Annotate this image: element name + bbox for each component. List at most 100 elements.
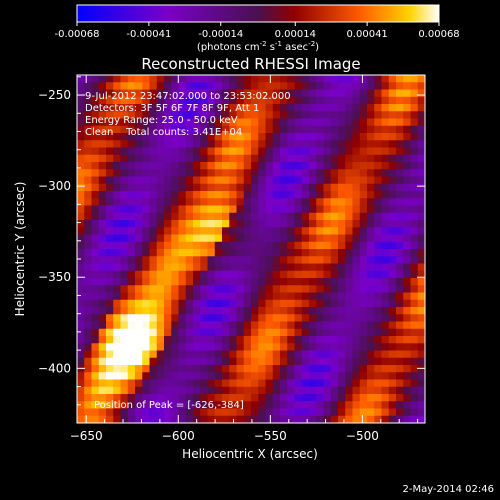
heatmap-cell: [178, 147, 187, 156]
heatmap-cell: [91, 169, 100, 177]
heatmap-cell: [251, 104, 259, 112]
heatmap-cell: [410, 379, 419, 388]
heatmap-cell: [236, 285, 245, 293]
heatmap-cell: [330, 336, 339, 344]
heatmap-cell: [309, 285, 317, 293]
heatmap-cell: [127, 394, 136, 402]
y-tick-label: −250: [38, 88, 71, 102]
heatmap-cell: [200, 357, 208, 366]
heatmap-cell: [185, 183, 194, 192]
heatmap-cell: [120, 111, 129, 119]
heatmap-cell: [417, 299, 425, 308]
heatmap-cell: [135, 147, 143, 156]
heatmap-cell: [316, 357, 324, 366]
heatmap-cell: [316, 343, 324, 351]
heatmap-cell: [316, 111, 324, 119]
heatmap-cell: [258, 227, 266, 235]
heatmap-cell: [330, 162, 339, 170]
heatmap-cell: [258, 336, 266, 344]
heatmap-cell: [330, 350, 339, 359]
heatmap-cell: [200, 154, 208, 163]
heatmap-cell: [156, 350, 165, 359]
heatmap-cell: [251, 162, 259, 170]
heatmap-cell: [287, 241, 295, 250]
heatmap-cell: [185, 191, 194, 199]
heatmap-cell: [410, 198, 419, 206]
heatmap-cell: [410, 321, 419, 330]
heatmap-cell: [367, 263, 375, 272]
heatmap-cell: [222, 212, 230, 221]
heatmap-cell: [178, 212, 187, 221]
heatmap-cell: [207, 125, 216, 134]
heatmap-cell: [142, 379, 150, 388]
heatmap-cell: [178, 415, 187, 423]
heatmap-cell: [214, 104, 223, 112]
heatmap-cell: [323, 133, 332, 141]
heatmap-cell: [127, 183, 136, 192]
plot-frame: [76, 74, 426, 424]
heatmap-cell: [207, 249, 216, 257]
heatmap-cell: [388, 321, 397, 330]
heatmap-cell: [316, 292, 324, 301]
heatmap-cell: [98, 176, 107, 185]
heatmap-cell: [98, 415, 107, 423]
heatmap-cell: [214, 133, 223, 141]
heatmap-cell: [91, 241, 100, 250]
heatmap-cell: [84, 372, 92, 380]
heatmap-cell: [77, 191, 85, 199]
heatmap-cell: [185, 357, 194, 366]
heatmap-cell: [352, 191, 361, 199]
heatmap-cell: [91, 270, 100, 279]
heatmap-cell: [280, 343, 288, 351]
heatmap-cell: [338, 263, 346, 272]
heatmap-cell: [417, 191, 425, 199]
heatmap-cell: [243, 118, 252, 127]
heatmap-cell: [77, 82, 85, 90]
heatmap-cell: [287, 176, 295, 185]
heatmap-cell: [410, 249, 419, 257]
heatmap-cell: [178, 350, 187, 359]
heatmap-cell: [84, 118, 92, 127]
heatmap-cell: [338, 147, 346, 156]
heatmap-cell: [127, 249, 136, 257]
heatmap-cell: [113, 104, 121, 112]
heatmap-cell: [403, 118, 411, 127]
heatmap-cell: [156, 198, 165, 206]
heatmap-cell: [287, 270, 295, 279]
heatmap-cell: [229, 292, 237, 301]
heatmap-cell: [294, 270, 303, 279]
heatmap-cell: [200, 104, 208, 112]
heatmap-cell: [403, 336, 411, 344]
heatmap-cell: [316, 249, 324, 257]
heatmap-cell: [229, 343, 237, 351]
heatmap-cell: [403, 176, 411, 185]
heatmap-cell: [367, 408, 375, 417]
heatmap-cell: [171, 386, 179, 395]
annotation-detectors: Detectors: 3F 5F 6F 7F 8F 9F, Att 1: [85, 103, 259, 114]
heatmap-cell: [280, 220, 288, 228]
heatmap-cell: [381, 278, 390, 286]
heatmap-cell: [330, 118, 339, 127]
heatmap-cell: [287, 372, 295, 380]
heatmap-cell: [178, 96, 187, 105]
heatmap-cell: [214, 205, 223, 214]
heatmap-cell: [178, 336, 187, 344]
heatmap-cell: [396, 357, 404, 366]
heatmap-cell: [309, 169, 317, 177]
heatmap-cell: [280, 292, 288, 301]
heatmap-cell: [251, 285, 259, 293]
heatmap-cell: [381, 336, 390, 344]
heatmap-cell: [410, 205, 419, 214]
heatmap-cell: [352, 212, 361, 221]
heatmap-cell: [113, 379, 121, 388]
heatmap-cell: [280, 350, 288, 359]
heatmap-cell: [178, 321, 187, 330]
heatmap-cell: [135, 357, 143, 366]
heatmap-cell: [113, 394, 121, 402]
heatmap-cell: [127, 270, 136, 279]
heatmap-cell: [272, 118, 281, 127]
heatmap-cell: [388, 82, 397, 90]
heatmap-cell: [301, 133, 310, 141]
heatmap-cell: [84, 183, 92, 192]
heatmap-cell: [156, 220, 165, 228]
